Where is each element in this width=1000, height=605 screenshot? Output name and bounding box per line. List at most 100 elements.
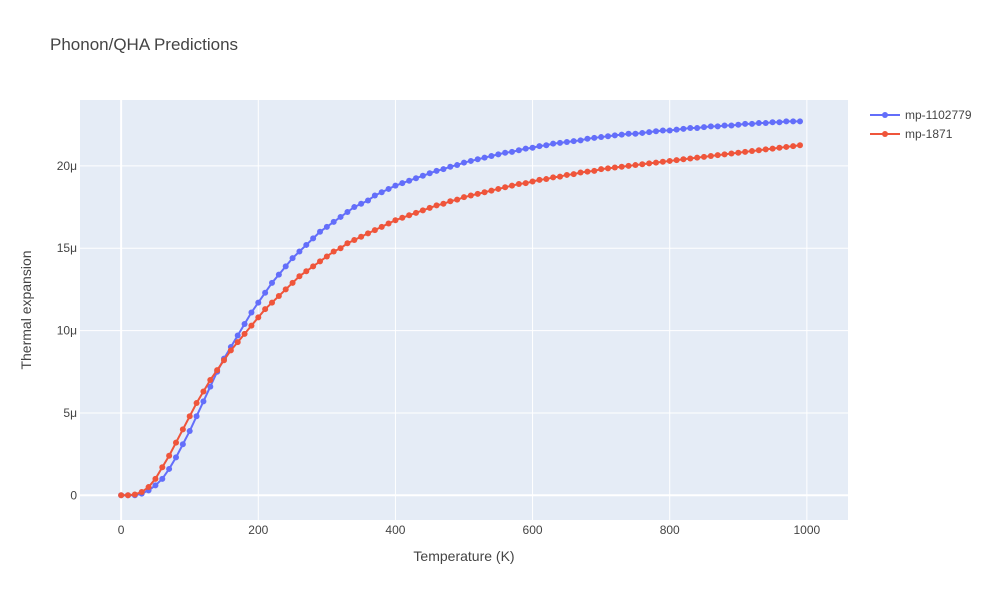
data-point[interactable] bbox=[365, 230, 371, 237]
data-point[interactable] bbox=[241, 330, 248, 337]
data-point[interactable] bbox=[666, 127, 673, 134]
data-point[interactable] bbox=[262, 306, 269, 313]
data-point[interactable] bbox=[330, 218, 337, 225]
data-point[interactable] bbox=[365, 197, 371, 204]
data-point[interactable] bbox=[440, 200, 447, 207]
data-point[interactable] bbox=[755, 147, 762, 154]
data-point[interactable] bbox=[289, 279, 296, 286]
data-point[interactable] bbox=[186, 413, 193, 420]
data-point[interactable] bbox=[570, 138, 577, 145]
plot-area[interactable] bbox=[80, 100, 848, 520]
data-point[interactable] bbox=[728, 122, 735, 129]
data-point[interactable] bbox=[680, 125, 687, 132]
data-point[interactable] bbox=[721, 151, 728, 158]
legend[interactable]: mp-1102779 mp-1871 bbox=[870, 108, 972, 141]
data-point[interactable] bbox=[221, 357, 227, 364]
data-point[interactable] bbox=[152, 482, 159, 489]
legend-item[interactable]: mp-1102779 bbox=[870, 108, 972, 122]
data-point[interactable] bbox=[515, 181, 522, 187]
data-point[interactable] bbox=[659, 158, 666, 165]
data-point[interactable] bbox=[426, 204, 433, 211]
data-point[interactable] bbox=[584, 168, 591, 175]
data-point[interactable] bbox=[207, 377, 214, 383]
data-point[interactable] bbox=[646, 129, 653, 136]
data-point[interactable] bbox=[687, 155, 694, 162]
data-point[interactable] bbox=[275, 271, 282, 278]
data-point[interactable] bbox=[186, 428, 193, 435]
data-point[interactable] bbox=[118, 492, 125, 499]
data-point[interactable] bbox=[605, 165, 611, 172]
data-point[interactable] bbox=[255, 314, 262, 321]
data-point[interactable] bbox=[687, 125, 694, 131]
data-point[interactable] bbox=[474, 190, 481, 197]
data-point[interactable] bbox=[255, 299, 262, 306]
data-point[interactable] bbox=[481, 189, 488, 196]
data-point[interactable] bbox=[447, 163, 454, 170]
data-point[interactable] bbox=[269, 279, 275, 286]
data-point[interactable] bbox=[694, 125, 701, 131]
data-point[interactable] bbox=[392, 217, 399, 224]
data-point[interactable] bbox=[234, 332, 241, 339]
data-point[interactable] bbox=[701, 153, 707, 160]
data-point[interactable] bbox=[173, 439, 179, 446]
data-point[interactable] bbox=[673, 126, 680, 133]
data-point[interactable] bbox=[269, 299, 275, 306]
data-point[interactable] bbox=[653, 128, 659, 135]
series-line[interactable] bbox=[121, 144, 801, 497]
series-mp-1102779[interactable] bbox=[118, 118, 803, 499]
data-point[interactable] bbox=[714, 152, 721, 159]
data-point[interactable] bbox=[337, 245, 344, 252]
data-point[interactable] bbox=[296, 248, 303, 255]
data-point[interactable] bbox=[557, 139, 563, 146]
data-point[interactable] bbox=[769, 119, 776, 126]
data-point[interactable] bbox=[262, 289, 269, 296]
data-point[interactable] bbox=[323, 253, 330, 260]
data-point[interactable] bbox=[241, 321, 248, 327]
data-point[interactable] bbox=[310, 263, 317, 270]
data-point[interactable] bbox=[392, 182, 399, 189]
data-point[interactable] bbox=[790, 118, 797, 125]
data-point[interactable] bbox=[406, 177, 413, 184]
data-point[interactable] bbox=[618, 163, 625, 170]
data-point[interactable] bbox=[166, 452, 173, 459]
data-point[interactable] bbox=[659, 127, 666, 134]
data-point[interactable] bbox=[385, 220, 392, 227]
data-point[interactable] bbox=[282, 263, 289, 270]
data-point[interactable] bbox=[598, 134, 605, 141]
data-point[interactable] bbox=[762, 146, 769, 153]
data-point[interactable] bbox=[351, 237, 358, 243]
data-point[interactable] bbox=[131, 491, 138, 498]
data-point[interactable] bbox=[522, 145, 529, 152]
data-point[interactable] bbox=[152, 475, 159, 482]
data-point[interactable] bbox=[248, 309, 255, 316]
data-point[interactable] bbox=[406, 212, 413, 219]
data-point[interactable] bbox=[694, 154, 701, 161]
data-point[interactable] bbox=[358, 200, 365, 207]
data-point[interactable] bbox=[550, 140, 557, 147]
data-point[interactable] bbox=[591, 167, 598, 174]
data-point[interactable] bbox=[790, 143, 797, 150]
data-point[interactable] bbox=[646, 160, 653, 167]
data-point[interactable] bbox=[783, 118, 790, 125]
data-point[interactable] bbox=[303, 241, 310, 248]
data-point[interactable] bbox=[385, 185, 392, 192]
data-point[interactable] bbox=[454, 196, 461, 203]
data-point[interactable] bbox=[618, 131, 625, 138]
series-line[interactable] bbox=[121, 120, 800, 497]
data-point[interactable] bbox=[173, 454, 179, 461]
data-point[interactable] bbox=[344, 209, 351, 215]
data-point[interactable] bbox=[749, 148, 755, 155]
data-point[interactable] bbox=[611, 132, 618, 139]
data-point[interactable] bbox=[193, 413, 200, 420]
data-point[interactable] bbox=[371, 227, 378, 234]
data-point[interactable] bbox=[275, 293, 282, 299]
data-point[interactable] bbox=[426, 170, 433, 177]
data-point[interactable] bbox=[214, 367, 221, 374]
data-point[interactable] bbox=[639, 129, 646, 136]
data-point[interactable] bbox=[138, 489, 145, 495]
data-point[interactable] bbox=[419, 172, 426, 179]
data-point[interactable] bbox=[625, 162, 632, 169]
data-point[interactable] bbox=[303, 268, 310, 275]
data-point[interactable] bbox=[666, 157, 673, 164]
data-point[interactable] bbox=[474, 156, 481, 163]
